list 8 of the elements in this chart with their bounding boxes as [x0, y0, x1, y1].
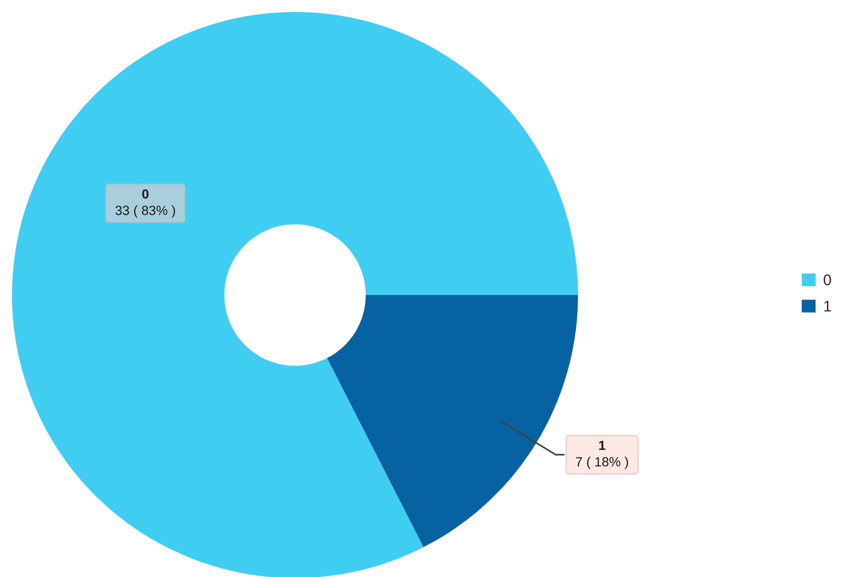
legend-label: 1 [824, 300, 831, 312]
data-label: 33 ( 83% ) [115, 205, 176, 218]
data-label: 7 ( 18% ) [576, 456, 628, 470]
legend-label: 0 [824, 274, 832, 286]
donut-slice [327, 295, 578, 548]
donut-slice [12, 12, 578, 577]
slice-label: 0 [142, 189, 149, 199]
slice-label: 1 [599, 440, 606, 450]
